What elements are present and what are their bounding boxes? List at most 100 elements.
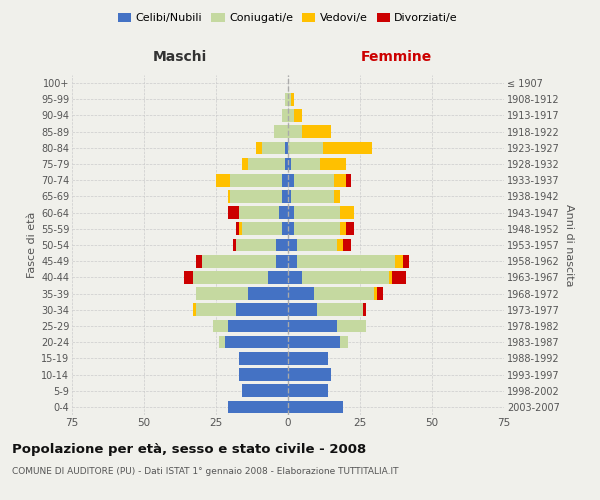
Bar: [202, 255, 277, 268]
Bar: [233, 238, 236, 252]
Bar: [242, 158, 248, 170]
Bar: [216, 174, 230, 186]
Bar: [282, 190, 288, 202]
Text: Femmine: Femmine: [361, 50, 431, 64]
Bar: [294, 206, 340, 219]
Text: Popolazione per età, sesso e stato civile - 2008: Popolazione per età, sesso e stato civil…: [12, 442, 366, 456]
Bar: [285, 142, 288, 154]
Bar: [230, 174, 282, 186]
Bar: [288, 158, 291, 170]
Bar: [288, 271, 302, 283]
Bar: [239, 222, 242, 235]
Bar: [288, 190, 291, 202]
Bar: [392, 271, 406, 283]
Y-axis label: Fasce di età: Fasce di età: [26, 212, 37, 278]
Bar: [239, 368, 288, 381]
Bar: [314, 288, 374, 300]
Bar: [282, 222, 288, 235]
Bar: [219, 336, 224, 348]
Bar: [323, 142, 371, 154]
Bar: [288, 222, 294, 235]
Bar: [288, 93, 291, 106]
Bar: [288, 336, 340, 348]
Bar: [288, 352, 328, 364]
Bar: [196, 304, 236, 316]
Bar: [236, 304, 288, 316]
Bar: [280, 206, 288, 219]
Y-axis label: Anni di nascita: Anni di nascita: [564, 204, 574, 286]
Bar: [346, 174, 352, 186]
Bar: [288, 174, 294, 186]
Bar: [248, 158, 285, 170]
Bar: [296, 238, 337, 252]
Bar: [242, 222, 282, 235]
Bar: [294, 109, 302, 122]
Bar: [403, 255, 409, 268]
Bar: [343, 238, 352, 252]
Bar: [196, 255, 202, 268]
Bar: [288, 288, 314, 300]
Bar: [294, 174, 334, 186]
Bar: [302, 271, 389, 283]
Bar: [282, 109, 288, 122]
Bar: [256, 142, 262, 154]
Bar: [288, 304, 317, 316]
Bar: [239, 206, 280, 219]
Bar: [320, 158, 346, 170]
Bar: [340, 336, 349, 348]
Bar: [334, 174, 346, 186]
Bar: [239, 352, 288, 364]
Bar: [227, 190, 230, 202]
Bar: [340, 206, 354, 219]
Bar: [288, 368, 331, 381]
Bar: [288, 142, 323, 154]
Bar: [288, 320, 337, 332]
Bar: [242, 384, 288, 397]
Bar: [230, 190, 282, 202]
Bar: [227, 206, 239, 219]
Bar: [389, 271, 392, 283]
Bar: [317, 304, 363, 316]
Bar: [184, 271, 193, 283]
Bar: [363, 304, 366, 316]
Bar: [337, 320, 366, 332]
Bar: [337, 238, 343, 252]
Bar: [302, 126, 331, 138]
Bar: [288, 400, 343, 413]
Bar: [227, 320, 288, 332]
Bar: [285, 93, 288, 106]
Bar: [291, 158, 320, 170]
Bar: [236, 238, 277, 252]
Bar: [377, 288, 383, 300]
Bar: [291, 93, 294, 106]
Bar: [288, 109, 294, 122]
Bar: [248, 288, 288, 300]
Bar: [288, 384, 328, 397]
Bar: [236, 222, 239, 235]
Bar: [268, 271, 288, 283]
Bar: [340, 222, 346, 235]
Bar: [294, 222, 340, 235]
Bar: [196, 288, 248, 300]
Text: COMUNE DI AUDITORE (PU) - Dati ISTAT 1° gennaio 2008 - Elaborazione TUTTITALIA.I: COMUNE DI AUDITORE (PU) - Dati ISTAT 1° …: [12, 468, 398, 476]
Bar: [274, 126, 288, 138]
Bar: [288, 206, 294, 219]
Bar: [288, 255, 296, 268]
Bar: [277, 255, 288, 268]
Bar: [227, 400, 288, 413]
Bar: [193, 304, 196, 316]
Bar: [346, 222, 354, 235]
Bar: [213, 320, 227, 332]
Bar: [288, 126, 302, 138]
Bar: [395, 255, 403, 268]
Legend: Celibi/Nubili, Coniugati/e, Vedovi/e, Divorziati/e: Celibi/Nubili, Coniugati/e, Vedovi/e, Di…: [113, 8, 463, 28]
Bar: [224, 336, 288, 348]
Bar: [277, 238, 288, 252]
Bar: [193, 271, 268, 283]
Bar: [262, 142, 285, 154]
Bar: [291, 190, 334, 202]
Text: Maschi: Maschi: [153, 50, 207, 64]
Bar: [296, 255, 395, 268]
Bar: [282, 174, 288, 186]
Bar: [285, 158, 288, 170]
